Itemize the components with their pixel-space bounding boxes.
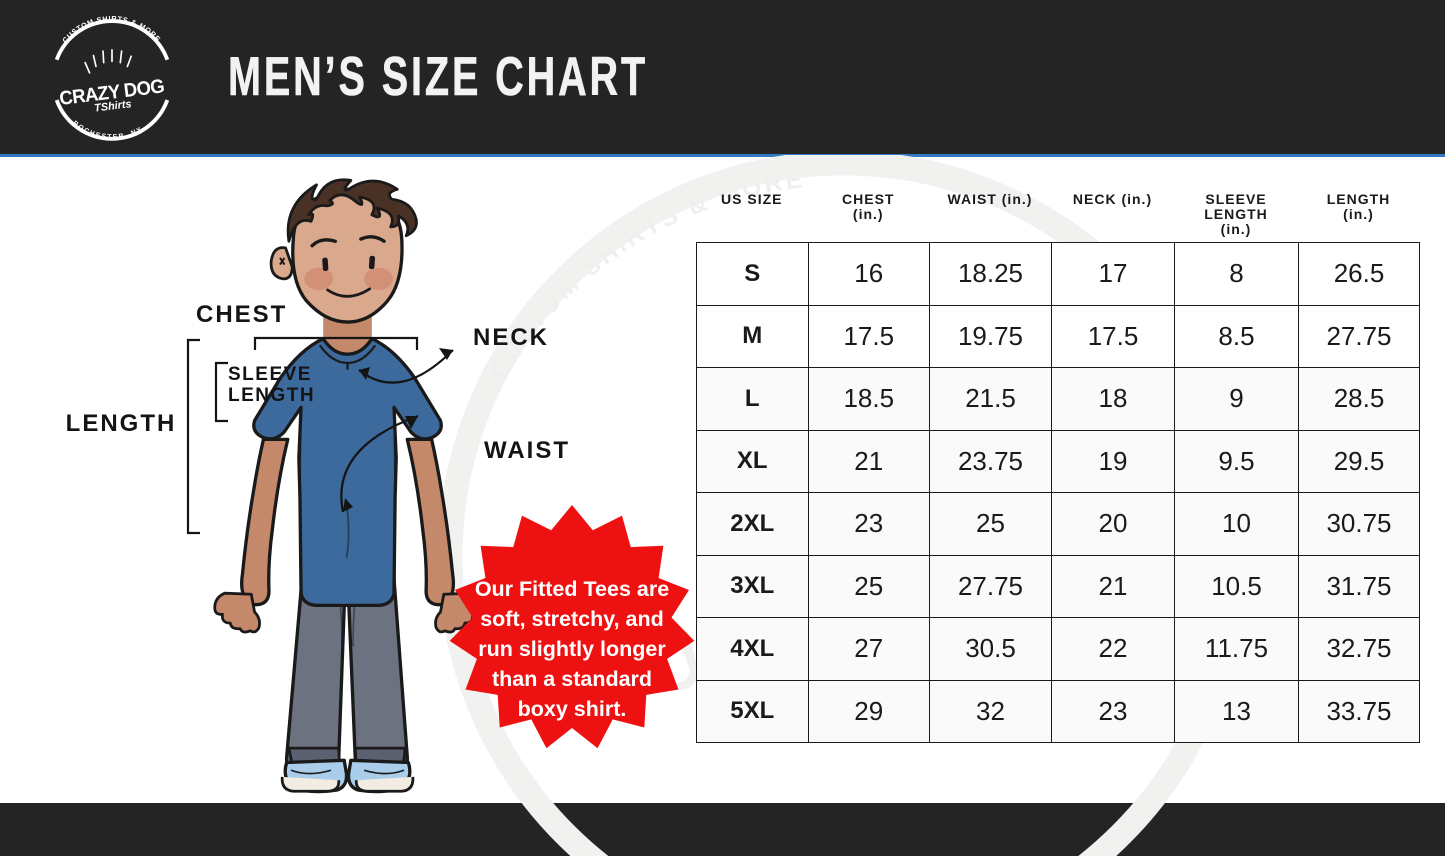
svg-text:CUSTOM SHIRTS & MORE: CUSTOM SHIRTS & MORE [60, 14, 162, 45]
svg-text:ROCHESTER, NY: ROCHESTER, NY [71, 120, 144, 141]
